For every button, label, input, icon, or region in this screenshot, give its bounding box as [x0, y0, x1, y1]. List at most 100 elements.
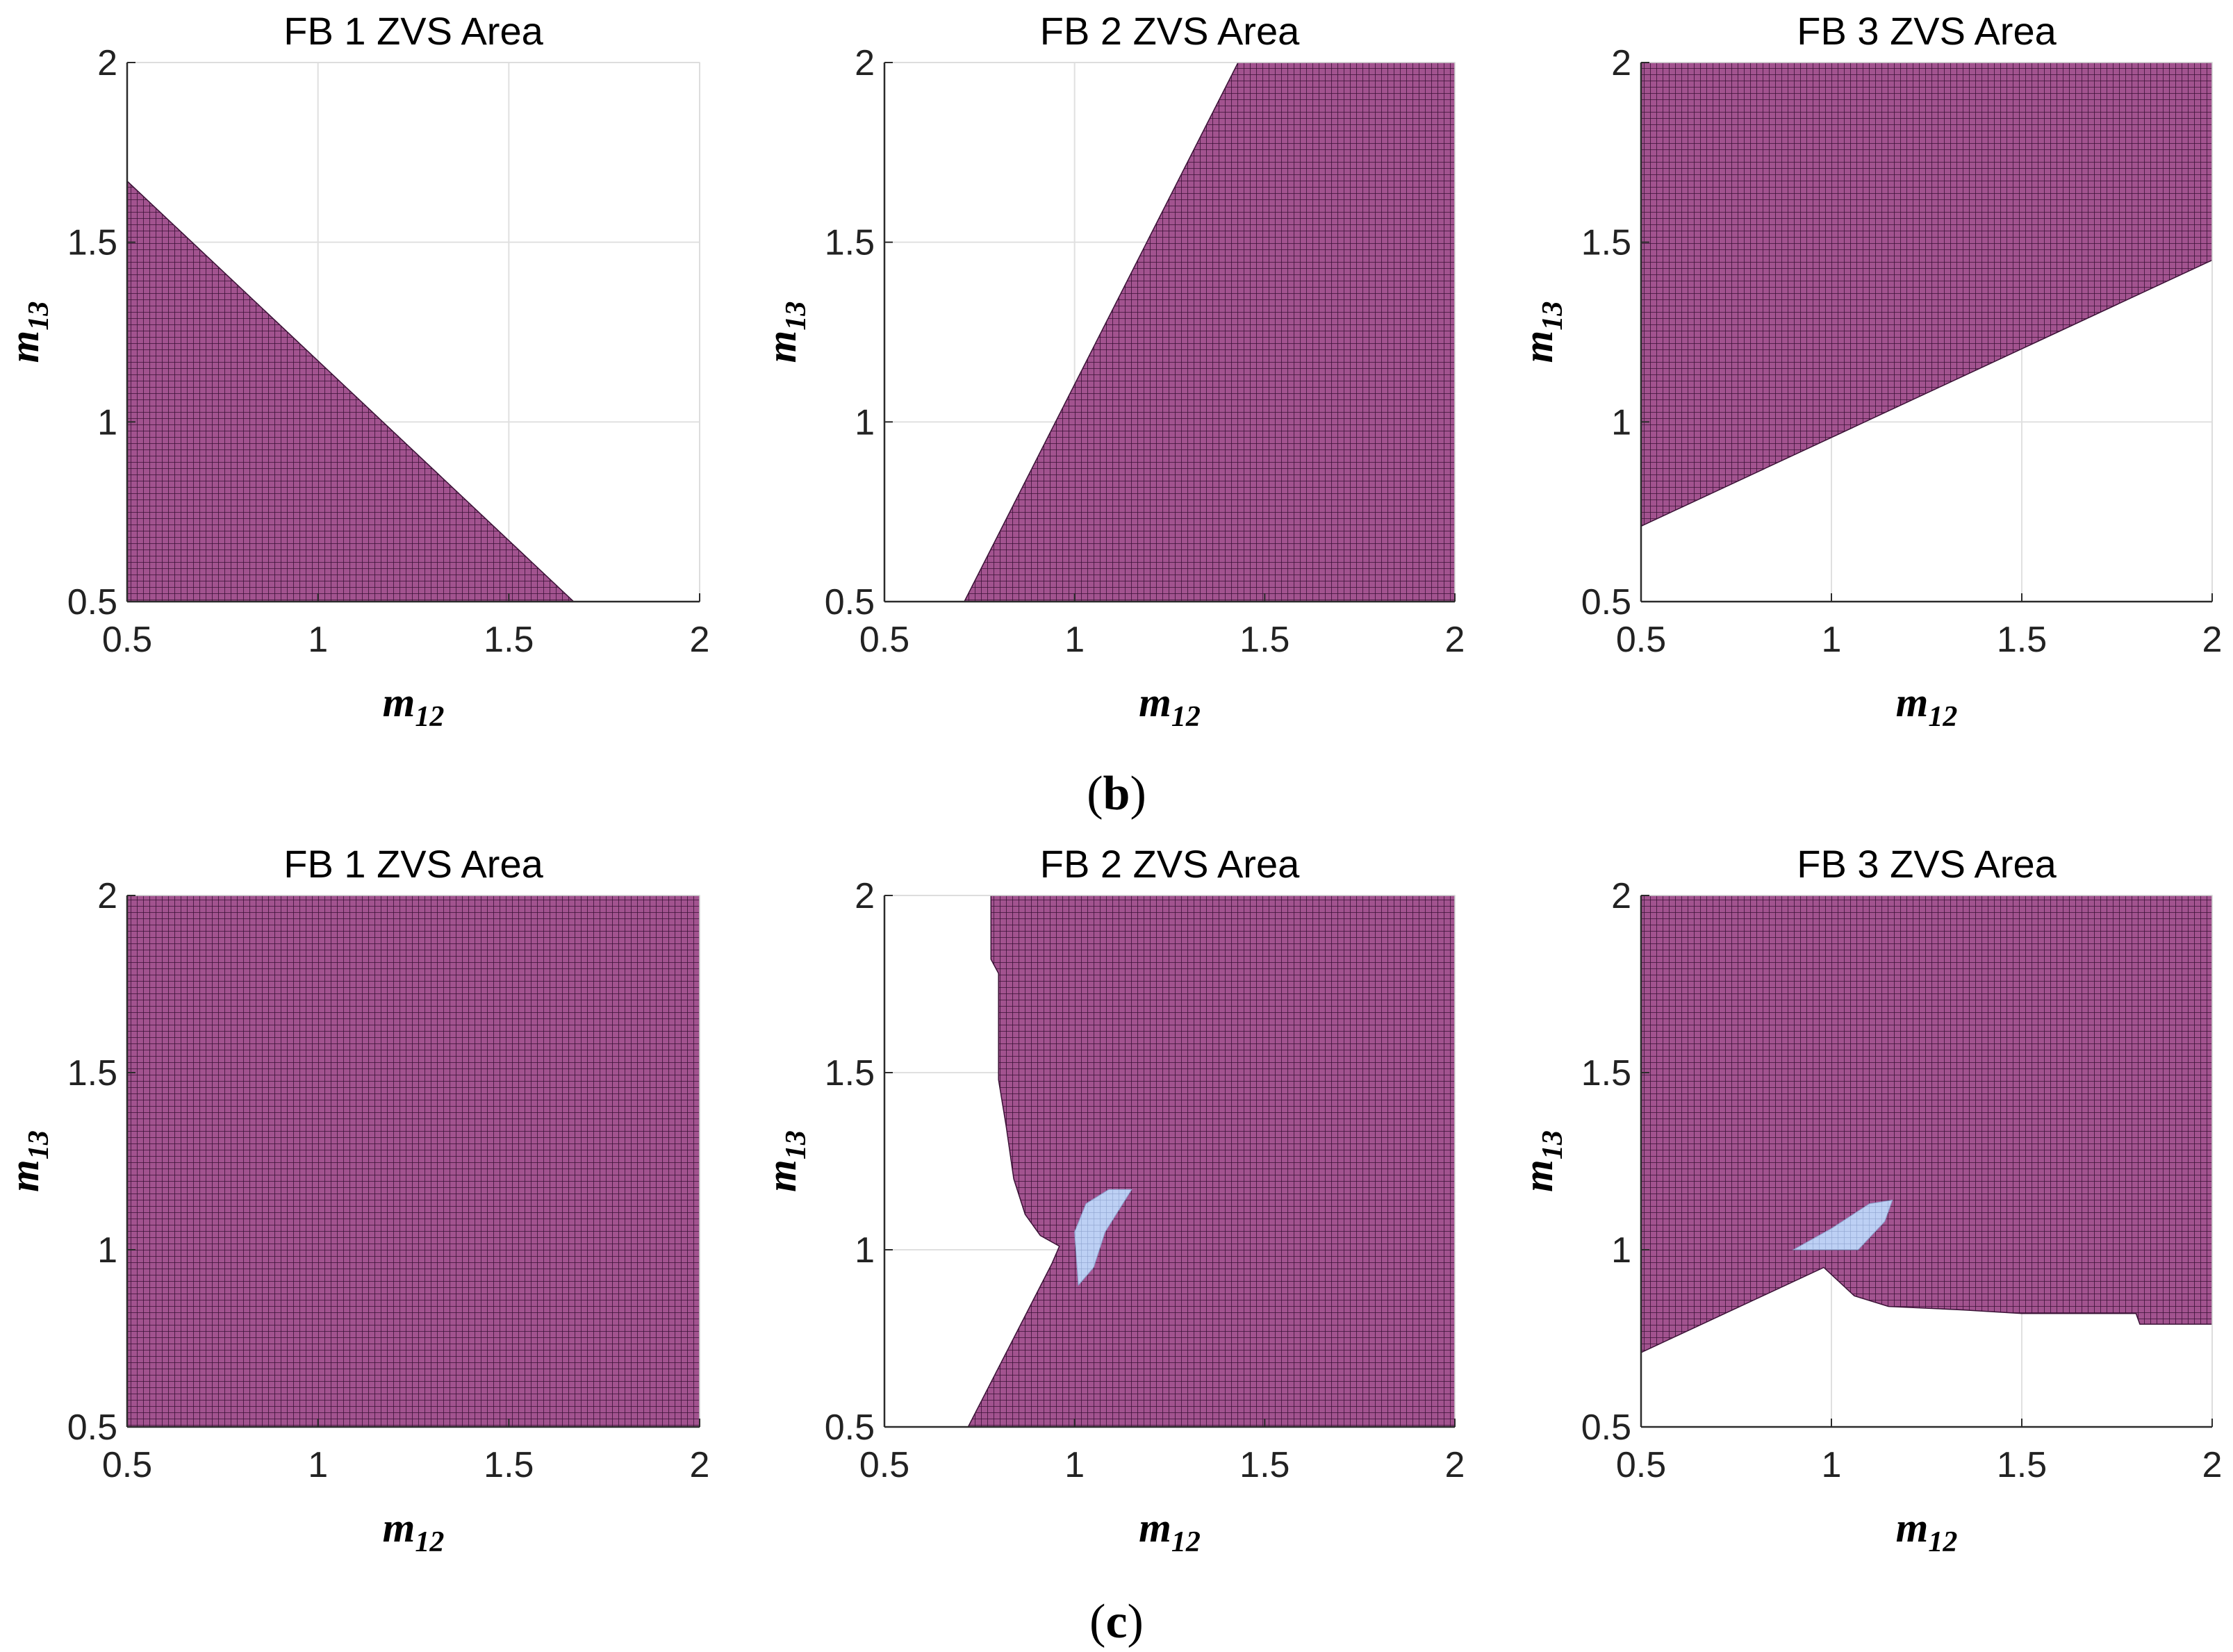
y-tick-label: 0.5: [825, 1407, 875, 1448]
y-axis-label-sub: 13: [23, 1130, 55, 1159]
x-tick-label: 2: [2202, 620, 2223, 660]
x-tick-label: 0.5: [859, 620, 909, 660]
chart-title: FB 1 ZVS Area: [283, 9, 543, 53]
y-tick-label: 0.5: [1581, 582, 1631, 622]
y-axis-label-sub: 13: [1537, 1130, 1569, 1159]
chart-title: FB 3 ZVS Area: [1797, 9, 2057, 53]
x-tick-label: 2: [690, 620, 710, 660]
x-tick-label: 0.5: [102, 1445, 152, 1485]
caption-c: (c): [1089, 1595, 1144, 1649]
x-axis-label-main: m: [383, 679, 415, 725]
x-tick-label: 1: [1064, 1445, 1085, 1485]
x-axis-label-sub: 12: [1928, 701, 1957, 733]
y-tick-label: 2: [855, 43, 875, 83]
y-tick-label: 0.5: [825, 582, 875, 622]
y-tick-label: 2: [97, 43, 117, 83]
x-tick-label: 2: [690, 1445, 710, 1485]
x-tick-label: 1.5: [1997, 620, 2047, 660]
x-tick-label: 2: [1445, 620, 1465, 660]
x-axis-label-main: m: [1896, 1505, 1929, 1551]
y-tick-label: 2: [855, 876, 875, 916]
y-axis-label-main: m: [1515, 331, 1561, 363]
x-tick-label: 0.5: [1616, 620, 1666, 660]
overlap-region: [1074, 1189, 1132, 1287]
y-axis-label: m13: [759, 1130, 812, 1192]
y-axis-label-main: m: [1, 331, 47, 363]
zvs-region: [964, 63, 1455, 602]
y-tick-label: 2: [97, 876, 117, 916]
y-axis-label-main: m: [1, 1159, 47, 1192]
y-tick-label: 1: [97, 1230, 117, 1271]
x-axis-label-main: m: [1139, 1505, 1171, 1551]
x-axis-label: m12: [383, 679, 445, 733]
x-axis-label: m12: [383, 1505, 445, 1558]
zvs-region: [967, 895, 1455, 1427]
y-tick-label: 1: [855, 402, 875, 443]
x-tick-label: 1.5: [1997, 1445, 2047, 1485]
x-tick-label: 1.5: [1239, 620, 1289, 660]
y-tick-label: 0.5: [67, 1407, 117, 1448]
chart-title: FB 2 ZVS Area: [1040, 842, 1300, 886]
x-tick-label: 1: [1822, 1445, 1842, 1485]
y-axis-label-sub: 13: [1537, 302, 1569, 331]
y-axis-label: m13: [759, 302, 812, 363]
zvs-region: [1641, 63, 2212, 527]
y-axis-label-main: m: [759, 1159, 805, 1192]
chart-title: FB 3 ZVS Area: [1797, 842, 2057, 886]
chart-title: FB 2 ZVS Area: [1040, 9, 1300, 53]
y-tick-label: 2: [1611, 876, 1631, 916]
chart-title: FB 1 ZVS Area: [283, 842, 543, 886]
y-axis-label-sub: 13: [780, 1130, 812, 1159]
x-axis-label-main: m: [1896, 679, 1929, 725]
y-tick-label: 1.5: [825, 223, 875, 263]
y-tick-label: 1.5: [1581, 1053, 1631, 1093]
x-axis-label-sub: 12: [1171, 701, 1201, 733]
x-tick-label: 2: [1445, 1445, 1465, 1485]
x-tick-label: 0.5: [859, 1445, 909, 1485]
y-axis-label-sub: 13: [780, 302, 812, 331]
x-axis-label-sub: 12: [1171, 1526, 1201, 1558]
x-tick-label: 1: [1822, 620, 1842, 660]
x-tick-label: 1: [308, 1445, 328, 1485]
y-tick-label: 0.5: [67, 582, 117, 622]
y-tick-label: 1: [97, 402, 117, 443]
x-axis-label-main: m: [383, 1505, 415, 1551]
x-tick-label: 0.5: [102, 620, 152, 660]
y-axis-label: m13: [1515, 1130, 1569, 1192]
y-tick-label: 1: [855, 1230, 875, 1271]
x-axis-label-sub: 12: [415, 1526, 444, 1558]
x-axis-label-sub: 12: [415, 701, 444, 733]
y-axis-label-main: m: [759, 331, 805, 363]
zvs-region: [127, 895, 700, 1427]
y-axis-label: m13: [1515, 302, 1569, 363]
zvs-region: [127, 180, 575, 602]
y-tick-label: 1.5: [825, 1053, 875, 1093]
x-axis-label: m12: [1139, 1505, 1201, 1558]
y-axis-label-main: m: [1515, 1159, 1561, 1192]
x-tick-label: 1.5: [484, 1445, 534, 1485]
zvs-region: [1641, 895, 2212, 1353]
y-tick-label: 1: [1611, 1230, 1631, 1271]
x-axis-label: m12: [1139, 679, 1201, 733]
x-axis-label-sub: 12: [1928, 1526, 1957, 1558]
x-axis-label-main: m: [1139, 679, 1171, 725]
y-tick-label: 1.5: [1581, 223, 1631, 263]
x-tick-label: 1.5: [484, 620, 534, 660]
x-tick-label: 2: [2202, 1445, 2223, 1485]
y-tick-label: 1.5: [67, 1053, 117, 1093]
x-axis-label: m12: [1896, 1505, 1958, 1558]
overlap-region: [1792, 1199, 1893, 1250]
y-axis-label: m13: [1, 1130, 55, 1192]
y-tick-label: 1.5: [67, 223, 117, 263]
x-tick-label: 1: [1064, 620, 1085, 660]
x-axis-label: m12: [1896, 679, 1958, 733]
y-axis-label-sub: 13: [23, 302, 55, 331]
y-tick-label: 0.5: [1581, 1407, 1631, 1448]
